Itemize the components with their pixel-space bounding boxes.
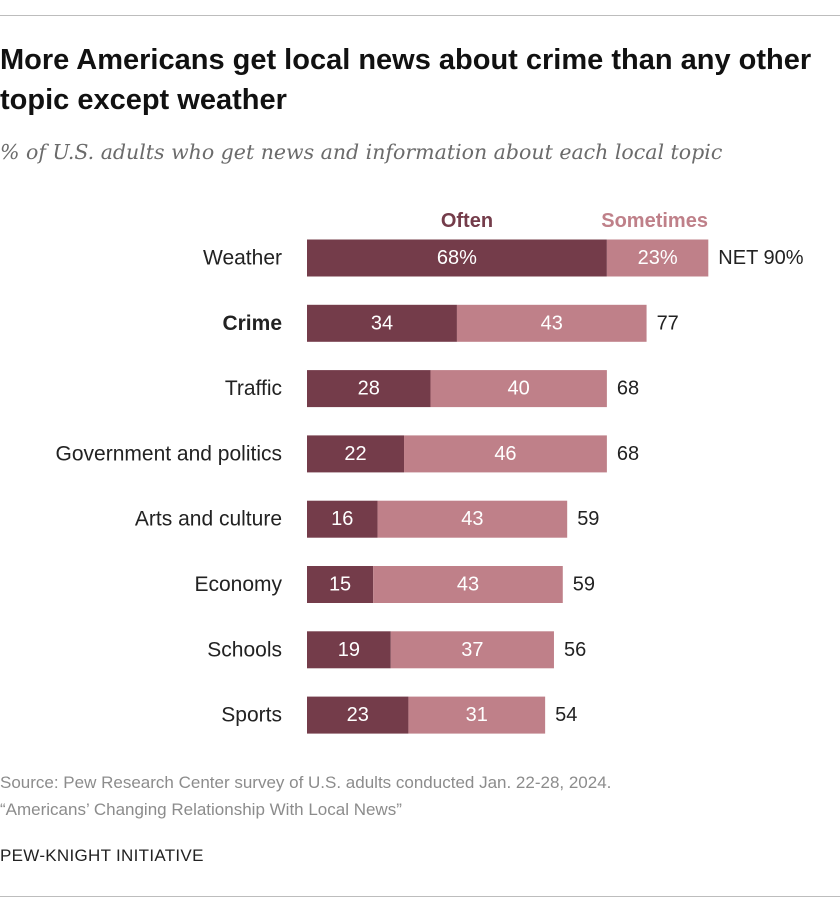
- category-label-traffic: Traffic: [225, 377, 282, 400]
- legend-sometimes: Sometimes: [601, 210, 708, 232]
- category-label-weather: Weather: [203, 247, 282, 270]
- value-label-sometimes-traffic: 40: [508, 378, 530, 400]
- stacked-bar-chart: Often Sometimes Weather 68% 23% NET 90% Crime 3…: [56, 210, 804, 734]
- brand-label: PEW-KNIGHT INITIATIVE: [0, 846, 204, 865]
- bar-sometimes-weather: [606, 239, 709, 277]
- report-title: “Americans’ Changing Relationship With L…: [0, 800, 402, 819]
- category-label-crime: Crime: [222, 312, 282, 335]
- source-note: Source: Pew Research Center survey of U.…: [0, 769, 840, 823]
- bar-often-sports: [307, 696, 409, 734]
- net-label-economy: 59: [573, 574, 595, 596]
- value-label-sometimes-crime: 43: [541, 312, 563, 334]
- value-label-often-schools: 19: [338, 639, 360, 661]
- value-label-often-crime: 34: [371, 312, 393, 334]
- bar-sometimes-crime: [456, 304, 647, 342]
- bar-sometimes-traffic: [430, 370, 607, 408]
- bottom-rule: [0, 896, 840, 897]
- value-label-often-sports: 23: [347, 704, 369, 726]
- value-label-often-weather: 68%: [437, 247, 477, 269]
- value-label-sometimes-sports: 31: [466, 704, 488, 726]
- bar-often-government-and-politics: [307, 435, 405, 473]
- bar-often-economy: [307, 566, 374, 603]
- category-label-schools: Schools: [207, 638, 282, 661]
- bar-often-weather: [307, 239, 607, 277]
- value-label-often-economy: 15: [329, 574, 351, 596]
- value-label-sometimes-weather: 23%: [638, 247, 678, 269]
- bar-often-traffic: [307, 370, 431, 408]
- value-label-often-arts-and-culture: 16: [331, 508, 353, 530]
- category-label-sports: Sports: [221, 704, 282, 727]
- net-label-weather: NET 90%: [718, 247, 803, 269]
- bar-sometimes-economy: [373, 566, 563, 603]
- bar-often-schools: [307, 631, 391, 669]
- bar-often-crime: [307, 304, 457, 342]
- bar-often-arts-and-culture: [307, 500, 378, 538]
- net-label-arts-and-culture: 59: [577, 508, 599, 530]
- net-label-sports: 54: [555, 704, 577, 726]
- bar-sometimes-arts-and-culture: [377, 500, 568, 538]
- value-label-often-traffic: 28: [358, 378, 380, 400]
- value-label-sometimes-economy: 43: [457, 574, 479, 596]
- category-label-economy: Economy: [194, 573, 282, 596]
- bar-sometimes-sports: [408, 696, 546, 734]
- category-label-arts-and-culture: Arts and culture: [135, 508, 282, 531]
- chart-subtitle: % of U.S. adults who get news and inform…: [0, 140, 723, 164]
- value-label-sometimes-government-and-politics: 46: [494, 443, 516, 465]
- value-label-often-government-and-politics: 22: [344, 443, 366, 465]
- legend-often: Often: [441, 210, 493, 232]
- net-label-schools: 56: [564, 639, 586, 661]
- net-label-government-and-politics: 68: [617, 443, 639, 465]
- net-label-traffic: 68: [617, 378, 639, 400]
- chart-title: More Americans get local news about crim…: [0, 44, 812, 116]
- bar-sometimes-schools: [390, 631, 554, 669]
- value-label-sometimes-schools: 37: [461, 639, 483, 661]
- source-line: Source: Pew Research Center survey of U.…: [0, 773, 612, 792]
- top-rule: [0, 15, 840, 16]
- value-label-sometimes-arts-and-culture: 43: [461, 508, 483, 530]
- bar-sometimes-government-and-politics: [404, 435, 607, 473]
- category-label-government-and-politics: Government and politics: [56, 442, 282, 465]
- net-label-crime: 77: [657, 312, 679, 334]
